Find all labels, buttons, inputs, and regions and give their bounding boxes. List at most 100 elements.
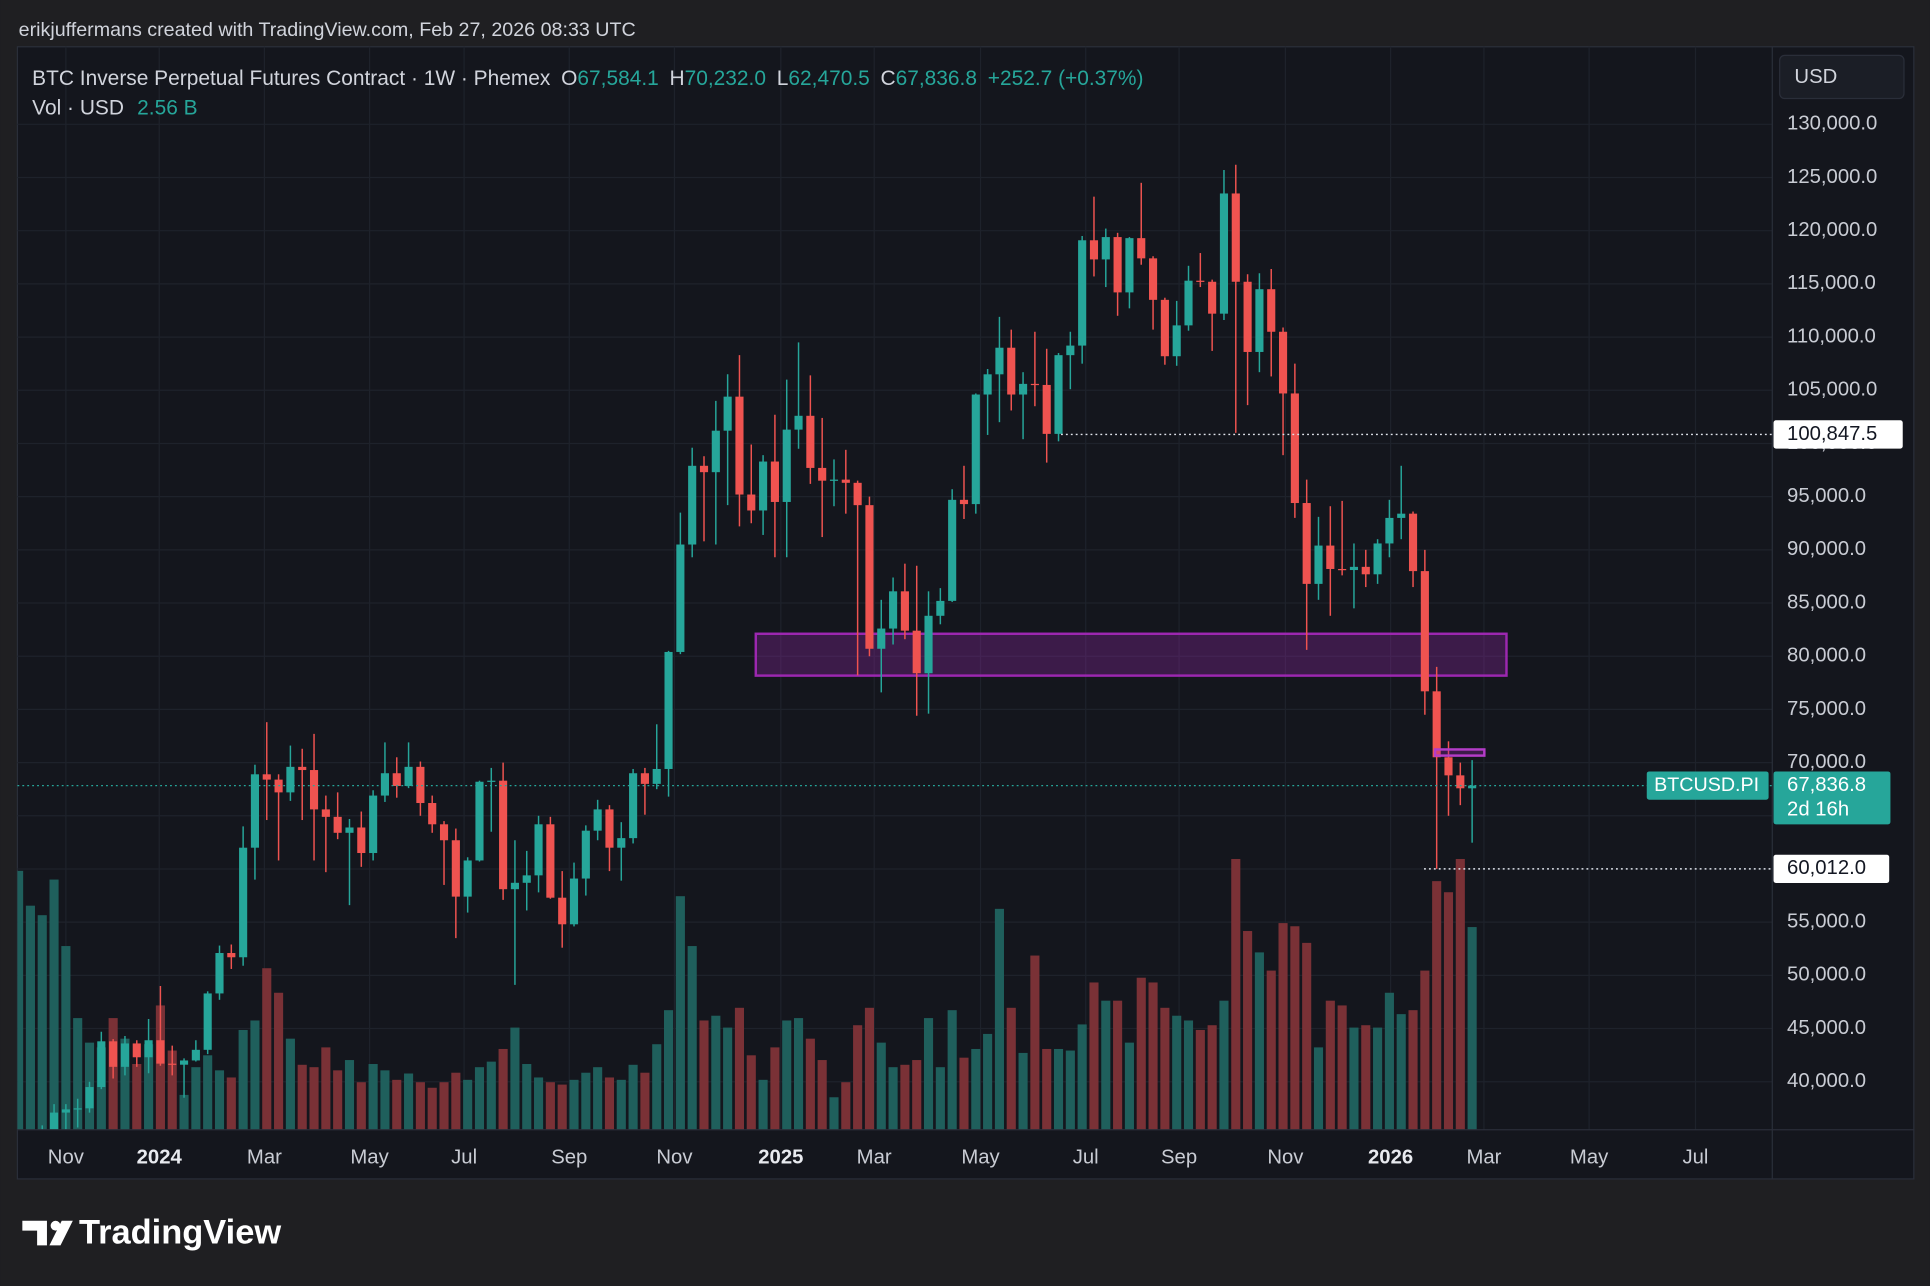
volume-bar (770, 1047, 780, 1130)
candle-body (203, 993, 212, 1050)
x-tick-label: Mar (1466, 1146, 1501, 1168)
volume-bar (238, 1029, 248, 1130)
last-price-label: 67,836.8 (1787, 774, 1866, 796)
candle-body (605, 809, 614, 848)
volume-bar (1089, 982, 1099, 1130)
volume-bar (723, 1027, 733, 1130)
candle-body (1373, 543, 1382, 575)
volume-bar (1373, 1027, 1383, 1130)
volume-bar (711, 1015, 721, 1130)
candle-body (1408, 513, 1418, 572)
candle-body (794, 415, 803, 430)
volume-bar (1455, 858, 1465, 1130)
y-tick-label: 55,000.0 (1787, 911, 1866, 933)
y-tick-label: 85,000.0 (1787, 591, 1866, 613)
volume-bar (1018, 1052, 1028, 1130)
candles (41, 164, 1477, 1130)
volume-bar (1325, 1000, 1335, 1130)
candle-body (227, 953, 236, 958)
brand-name: TradingView (79, 1213, 281, 1251)
x-tick-label: May (961, 1146, 1000, 1168)
y-tick-label: 80,000.0 (1787, 645, 1866, 667)
volume-bar (1443, 892, 1454, 1130)
volume-bar (888, 1067, 898, 1130)
candle-body (1030, 383, 1039, 386)
candle-body (759, 461, 768, 511)
candle-body (357, 827, 366, 854)
legend-title: BTC Inverse Perpetual Futures Contract ·… (32, 66, 551, 89)
candle-body (1338, 568, 1347, 571)
volume-bar (144, 1044, 154, 1130)
candle-body (510, 882, 519, 890)
last-price-tag (1773, 771, 1891, 825)
candle-body (1113, 237, 1122, 293)
brand-logo (22, 1220, 73, 1246)
candle-body (1456, 775, 1465, 789)
volume-bar (912, 1060, 922, 1130)
candle-body (995, 347, 1004, 375)
volume-bar (73, 1018, 83, 1130)
volume-bar (1053, 1048, 1064, 1130)
volume-bar (534, 1077, 544, 1130)
candle-body (475, 781, 484, 861)
candle-body (144, 1040, 153, 1058)
candle-body (369, 795, 378, 854)
x-tick-label: Nov (656, 1146, 693, 1168)
candle-body (770, 461, 779, 502)
volume-bar (522, 1064, 532, 1130)
volume-bar (664, 1010, 674, 1130)
volume-bar (1101, 1000, 1111, 1130)
candle-body (120, 1043, 130, 1067)
candle-body (652, 768, 661, 784)
volume-bar (203, 1055, 213, 1130)
candle-body (61, 1109, 70, 1113)
candle-body (262, 774, 271, 780)
volume-bar (604, 1077, 615, 1130)
volume-bar (557, 1084, 567, 1130)
candle-body (747, 494, 756, 511)
candle-body (1054, 355, 1063, 434)
volume-bar (935, 1067, 945, 1130)
volume-bar (1006, 1007, 1016, 1130)
volume-bar (61, 946, 71, 1130)
volume-bar (593, 1067, 603, 1130)
currency-label[interactable]: USD (1794, 66, 1837, 88)
volume-bar (17, 870, 24, 1130)
volume-bar (569, 1079, 579, 1130)
volume-bar (900, 1064, 910, 1130)
candle-body (439, 824, 449, 841)
candle-body (983, 374, 992, 395)
volume-bar (1266, 970, 1276, 1130)
candle-body (1349, 566, 1359, 571)
candle-body (581, 830, 590, 879)
candle-body (239, 847, 248, 958)
candle-body (522, 875, 531, 883)
volume-bar (415, 1082, 425, 1130)
y-tick-label: 115,000.0 (1787, 272, 1876, 294)
candle-body (1468, 785, 1477, 789)
x-tick-label: Sep (551, 1146, 587, 1168)
volume-bar (368, 1064, 378, 1130)
candle-body (1267, 289, 1276, 332)
candle-body (699, 465, 709, 473)
x-tick-label: 2026 (1368, 1146, 1413, 1168)
volume-bar (380, 1070, 390, 1130)
volume-bar (1467, 927, 1477, 1130)
candle-body (1172, 325, 1181, 357)
y-tick-label: 40,000.0 (1787, 1070, 1866, 1092)
candle-body (971, 394, 980, 505)
candle-body (688, 465, 697, 545)
volume-bar (1408, 1010, 1418, 1130)
volume-bar (1432, 881, 1442, 1130)
volume-bar (640, 1072, 650, 1130)
candle-body (1101, 237, 1110, 260)
y-tick-label: 105,000.0 (1787, 379, 1877, 401)
candle-body (640, 773, 649, 784)
currency-button[interactable] (1779, 54, 1905, 100)
candle-body (629, 773, 638, 839)
legend-change: +252.7 (+0.37%) (988, 66, 1144, 89)
volume-bar (392, 1079, 402, 1130)
volume-bar (1278, 923, 1288, 1130)
candle-body (132, 1043, 141, 1058)
candle-body (1255, 289, 1264, 352)
